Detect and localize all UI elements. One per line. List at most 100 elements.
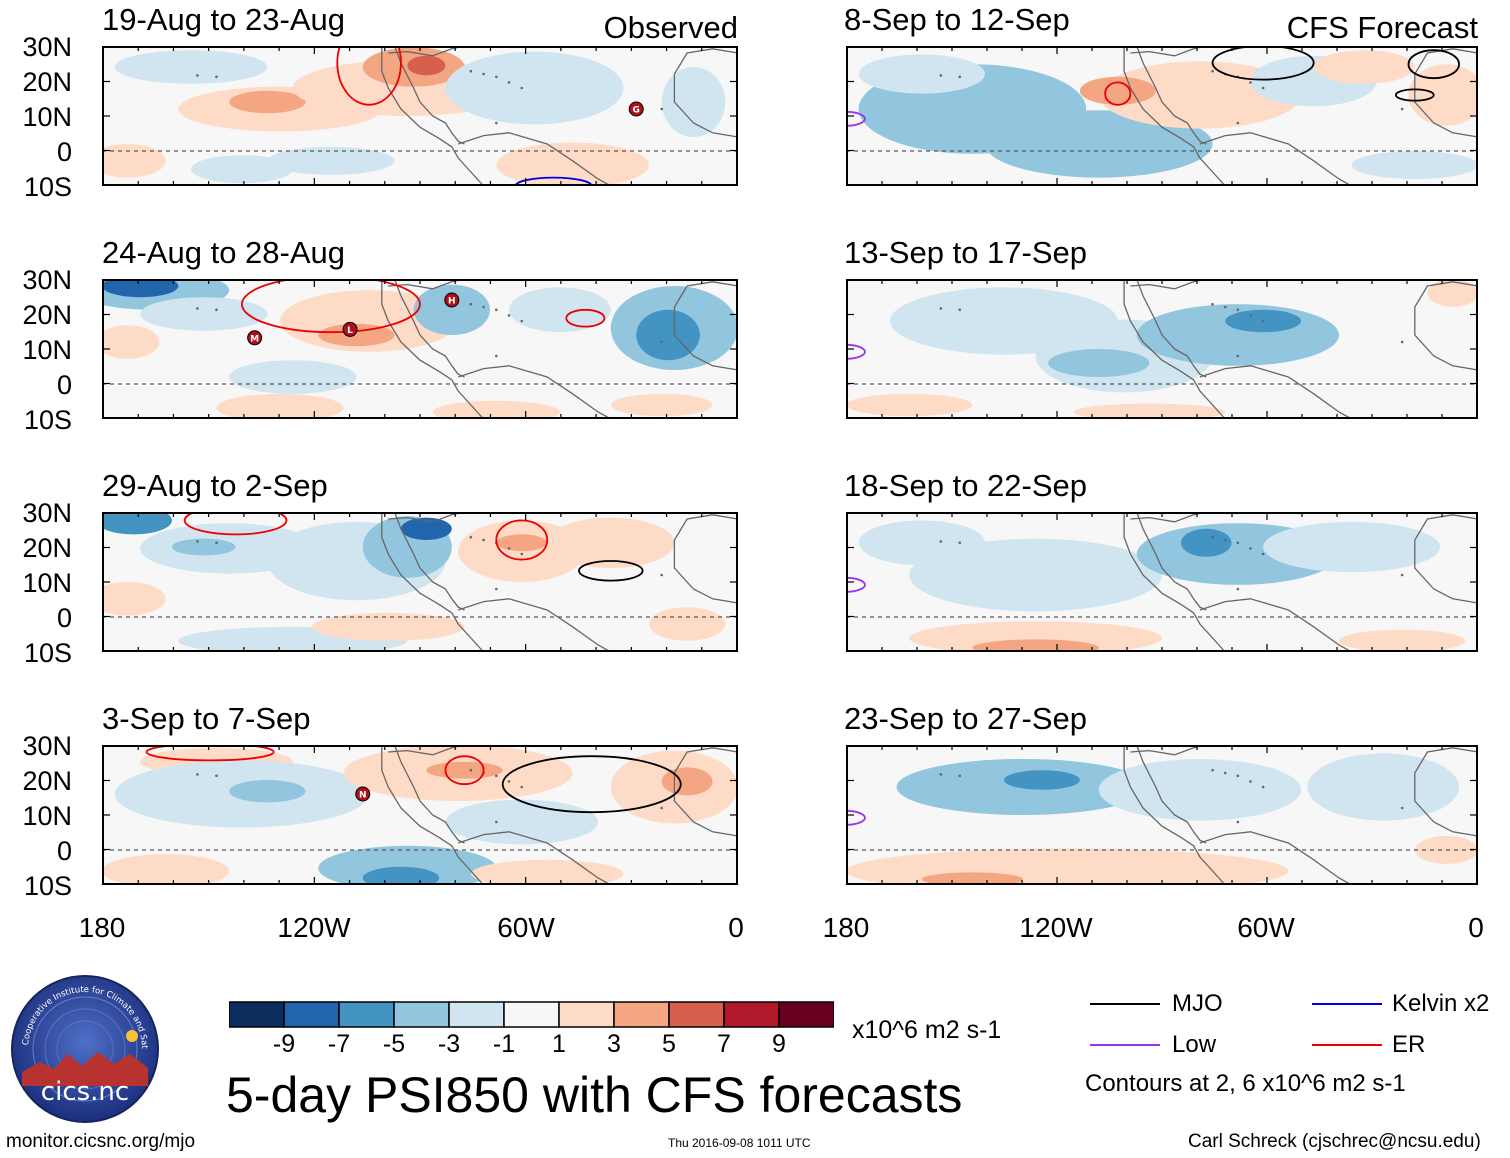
coastline xyxy=(1414,514,1478,604)
anomaly-shading xyxy=(102,512,172,535)
footer-timestamp: Thu 2016-09-08 1011 UTC xyxy=(668,1136,811,1150)
island-dot xyxy=(520,785,524,789)
island-dot xyxy=(495,75,498,79)
coastline xyxy=(1123,512,1226,652)
island-dot xyxy=(1400,806,1404,810)
wave-contour xyxy=(514,176,593,186)
island-dot xyxy=(1223,538,1227,542)
island-dot xyxy=(1400,107,1404,111)
anomaly-shading xyxy=(1098,759,1302,821)
anomaly-shading xyxy=(1180,528,1232,557)
storm-marker-icon: M xyxy=(247,330,263,346)
island-dot xyxy=(1211,768,1214,772)
island-dot xyxy=(1249,314,1252,317)
island-dot xyxy=(507,314,511,317)
island-dot xyxy=(495,820,498,824)
legend-line-kelvin xyxy=(1312,1003,1382,1005)
lat-label-10n: 10N xyxy=(22,801,72,831)
island-dot xyxy=(958,541,962,545)
colorbar-swatch xyxy=(723,1001,780,1028)
island-dot xyxy=(939,540,943,543)
wave-contour xyxy=(145,745,275,762)
lat-label-eq: 0 xyxy=(56,836,72,866)
island-dot xyxy=(1261,552,1265,556)
panel-title-obs-4: 3-Sep to 7-Sep xyxy=(102,701,311,736)
lat-label-20n: 20N xyxy=(22,300,72,330)
island-dot xyxy=(958,308,962,312)
anomaly-shading xyxy=(191,155,293,184)
colorbar-swatch xyxy=(393,1001,450,1028)
anomaly-shading xyxy=(229,780,306,803)
lon-label-180: 180 xyxy=(822,912,870,943)
colorbar-tick-label: 7 xyxy=(717,1030,731,1058)
lon-label-0: 0 xyxy=(728,912,744,943)
island-dot xyxy=(1236,820,1240,824)
coastline xyxy=(393,279,465,378)
lat-label-30n: 30N xyxy=(22,731,72,761)
coastline xyxy=(1123,279,1226,419)
island-dot xyxy=(660,107,663,111)
island-dot xyxy=(482,305,485,309)
wave-contour xyxy=(846,576,866,593)
colorbar-swatch xyxy=(778,1001,834,1028)
island-dot xyxy=(1211,69,1214,73)
island-dot xyxy=(469,69,473,73)
colorbar-tick-label: 5 xyxy=(662,1030,676,1058)
island-dot xyxy=(1261,319,1265,323)
island-dot xyxy=(660,340,663,344)
anomaly-shading xyxy=(102,582,166,616)
island-dot xyxy=(660,573,663,577)
coastline xyxy=(1199,365,1352,419)
anomaly-shading xyxy=(1098,61,1302,129)
map-panel-fc-3 xyxy=(846,512,1478,652)
lat-label-10s: 10S xyxy=(23,871,72,901)
colorbar-tick-label: 3 xyxy=(607,1030,621,1058)
footer-url[interactable]: monitor.cicsnc.org/mjo xyxy=(6,1131,196,1152)
island-dot xyxy=(1236,541,1240,545)
map-panel-obs-3 xyxy=(102,512,738,652)
lon-label-120w: 120W xyxy=(1019,912,1093,943)
storm-marker-icon: H xyxy=(444,292,460,308)
island-dot xyxy=(1236,308,1240,312)
legend-label-mjo: MJO xyxy=(1172,990,1223,1017)
island-dot xyxy=(958,774,962,778)
anomaly-shading xyxy=(432,400,560,419)
colorbar-swatch xyxy=(503,1001,560,1028)
lat-label-eq: 0 xyxy=(56,137,72,167)
island-dot xyxy=(958,75,962,79)
storm-letter: H xyxy=(448,297,456,307)
colorbar-tick-label: 9 xyxy=(772,1030,786,1058)
lat-label-10s: 10S xyxy=(23,638,72,668)
storm-letter: M xyxy=(250,334,259,344)
main-title: 5-day PSI850 with CFS forecasts xyxy=(226,1067,963,1123)
coastline xyxy=(1136,46,1207,145)
wave-contour xyxy=(1407,49,1460,80)
anomaly-shading xyxy=(229,360,357,394)
anomaly-shading xyxy=(921,872,1023,885)
map-panel-fc-4 xyxy=(846,745,1478,885)
island-dot xyxy=(469,768,473,772)
anomaly-shading xyxy=(985,110,1213,178)
wave-contour xyxy=(444,755,485,786)
anomaly-shading xyxy=(636,309,700,361)
anomaly-shading xyxy=(102,854,230,885)
colorbar-swatch xyxy=(558,1001,615,1028)
lat-label-30n: 30N xyxy=(22,32,72,62)
coastline xyxy=(457,598,612,652)
coastline xyxy=(381,46,485,186)
map-panel-fc-2 xyxy=(846,279,1478,419)
island-dot xyxy=(196,307,199,310)
island-dot xyxy=(1236,774,1240,778)
colorbar-swatch xyxy=(613,1001,670,1028)
anomaly-shading xyxy=(1004,770,1080,790)
island-dot xyxy=(196,74,199,77)
colorbar-swatch xyxy=(338,1001,395,1028)
colorbar-tick-label: -3 xyxy=(437,1030,461,1058)
anomaly-shading xyxy=(102,144,166,178)
island-dot xyxy=(1211,302,1214,306)
legend-line-mjo xyxy=(1090,1003,1160,1005)
coastline xyxy=(393,745,465,844)
lat-label-20n: 20N xyxy=(22,533,72,563)
colorbar-swatch xyxy=(283,1001,340,1028)
map-panel-fc-1 xyxy=(846,46,1478,186)
